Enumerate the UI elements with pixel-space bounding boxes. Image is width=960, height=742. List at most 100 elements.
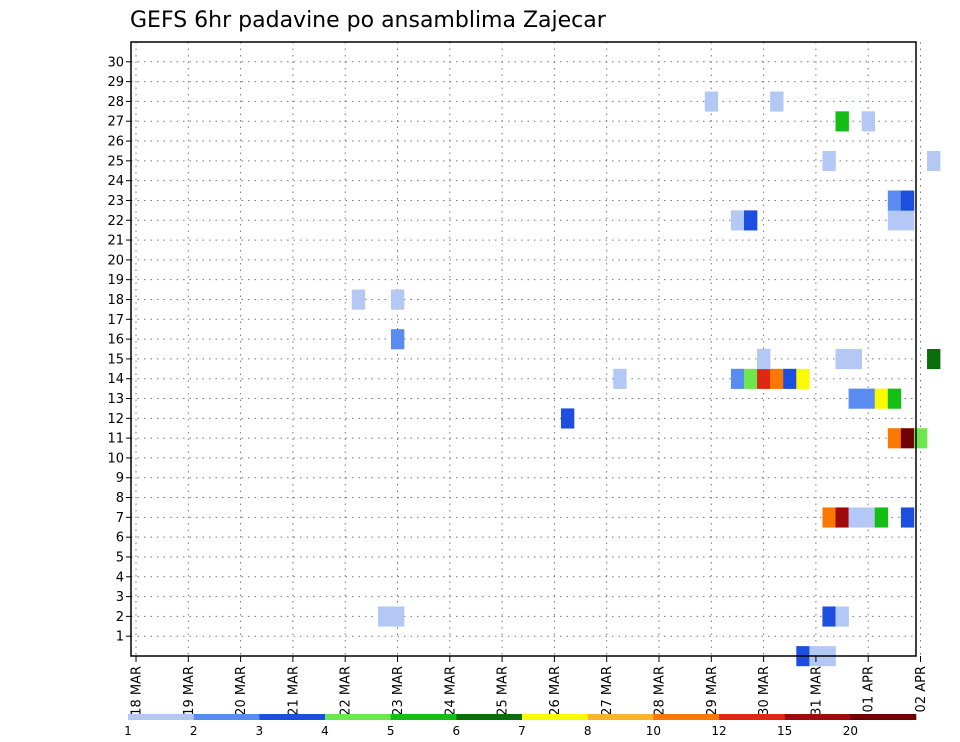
y-tick-label: 23 [107,194,124,209]
precip-cell [887,190,902,211]
y-tick-label: 1 [116,630,124,645]
precip-cell [351,289,366,310]
precip-cell [927,150,941,172]
y-tick-label: 8 [116,491,124,506]
colorbar-segment [390,714,457,720]
precip-cell [743,368,758,389]
colorbar-segment [193,714,260,720]
y-tick-label: 14 [107,372,124,387]
y-tick-label: 2 [116,610,124,625]
colorbar-segment [456,714,523,720]
y-tick-label: 7 [116,511,124,526]
colorbar-segment [850,714,917,720]
precip-cell [900,210,915,231]
x-axis: 18 MAR 19 MAR 20 MAR 21 MAR 22 MAR 23 MAR 24 M… [130,656,929,716]
precip-cell [757,349,771,370]
x-tick-label: 25 MAR [496,666,511,716]
y-tick-label: 28 [107,95,124,110]
precip-cell [377,606,392,627]
y-tick-label: 29 [107,75,124,90]
precip-cell [822,606,836,627]
y-tick-label: 30 [107,55,124,70]
colorbar-segment [259,714,326,720]
colorbar-label: 20 [843,724,858,738]
precip-cell [887,388,902,409]
precip-cell [730,210,745,231]
colorbar-segment [128,714,194,720]
y-tick-label: 3 [116,590,124,605]
y-tick-label: 19 [107,273,124,288]
precip-cell [783,368,797,389]
y-tick-label: 10 [107,451,124,466]
precip-cell [848,388,862,409]
colorbar-segment [653,714,720,720]
precip-cell [927,349,941,370]
precip-cell [900,428,915,449]
precip-cell [796,368,810,389]
x-tick-label: 21 MAR [286,666,301,716]
precip-cell [874,388,889,409]
precip-cell [913,428,928,449]
precip-cell [861,507,876,528]
x-tick-label: 28 MAR [653,666,668,716]
precip-cell [835,111,849,132]
precip-cell [900,507,915,528]
x-tick-label: 22 MAR [339,666,354,716]
x-tick-label: 20 MAR [234,666,249,716]
colorbar-segment [587,714,654,720]
colorbar-label: 4 [321,724,329,738]
colorbar-segment [719,714,785,720]
colorbar-segment [784,714,851,720]
y-tick-label: 5 [116,550,124,565]
y-tick-label: 4 [116,570,124,585]
precip-cell [848,349,862,370]
precip-cell [887,210,902,231]
grid [131,42,921,656]
y-tick-label: 26 [107,135,124,150]
precip-cell [822,507,836,528]
precip-cell [730,368,745,389]
precip-cell [835,606,849,627]
y-tick-label: 12 [107,412,124,427]
precip-cell [757,368,771,389]
plot-frame [130,41,917,657]
y-tick-label: 6 [116,531,124,546]
colorbar-label: 12 [711,724,726,738]
precip-cell [560,408,575,429]
y-tick-label: 15 [107,352,124,367]
y-tick-label: 21 [107,234,124,249]
precip-cell [704,91,719,112]
precipitation-cells [351,91,941,667]
precip-cell [770,91,784,112]
y-tick-label: 18 [107,293,124,308]
x-tick-label: 24 MAR [443,666,458,716]
colorbar-label: 7 [518,724,526,738]
precip-cell [835,349,849,370]
colorbar-label: 5 [387,724,395,738]
x-tick-label: 26 MAR [548,666,563,716]
x-tick-label: 31 MAR [809,666,824,716]
precip-cell [390,329,405,350]
precip-cell [743,210,758,231]
y-tick-label: 24 [107,174,124,189]
y-tick-label: 9 [116,471,124,486]
colorbar-label: 2 [190,724,198,738]
x-tick-label: 30 MAR [757,666,772,716]
x-tick-label: 23 MAR [391,666,406,716]
x-tick-label: 18 MAR [130,666,145,716]
precip-cell [861,388,876,409]
precip-cell [861,111,876,132]
colorbar-label: 1 [124,724,132,738]
y-tick-label: 20 [107,253,124,268]
y-tick-label: 25 [107,154,124,169]
colorbar-segment [325,714,391,720]
x-tick-label: 02 APR [914,666,929,712]
precip-cell [835,507,849,528]
x-tick-label: 01 APR [862,666,877,712]
y-tick-label: 22 [107,214,124,229]
precip-cell [848,507,862,528]
y-tick-label: 27 [107,115,124,130]
colorbar-label: 6 [453,724,461,738]
x-tick-label: 29 MAR [705,666,720,716]
